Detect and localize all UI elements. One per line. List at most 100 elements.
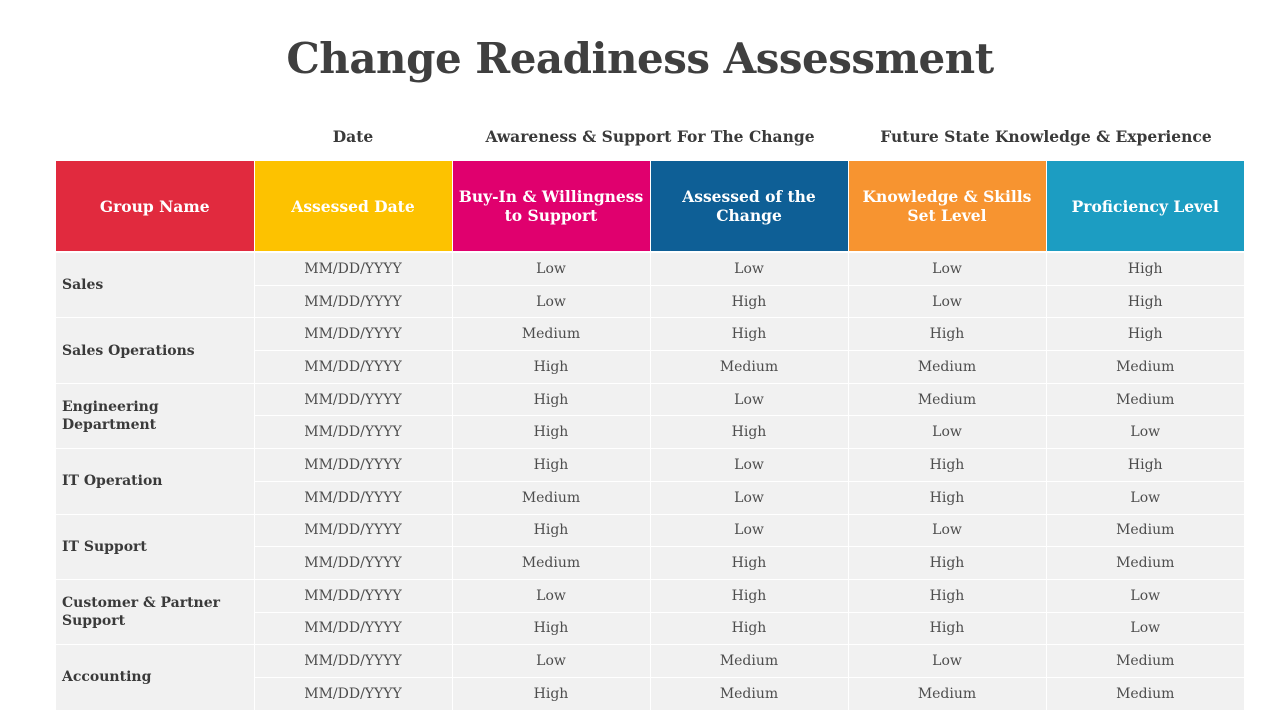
date-cell: MM/DD/YYYY <box>254 383 453 417</box>
table-row: MM/DD/YYYY Medium Low High Low <box>56 481 1244 515</box>
date-cell: MM/DD/YYYY <box>254 644 453 678</box>
rating-cell: High <box>452 677 651 711</box>
rating-cell: Medium <box>1046 546 1244 580</box>
rating-cell: High <box>1046 253 1244 286</box>
rating-cell: Low <box>650 481 849 515</box>
rating-cell: Low <box>1046 481 1244 515</box>
group-label-date: Date <box>332 127 374 146</box>
header-group-name: Group Name <box>56 161 255 251</box>
rating-cell: High <box>848 317 1047 352</box>
date-cell: MM/DD/YYYY <box>254 317 453 352</box>
table-row: Sales Operations MM/DD/YYYY Medium High High… <box>56 317 1244 384</box>
rating-cell: High <box>650 317 849 352</box>
date-cell: MM/DD/YYYY <box>254 415 453 450</box>
table-row: MM/DD/YYYY High Medium Medium Medium <box>56 677 1244 711</box>
rating-cell: Medium <box>1046 514 1244 548</box>
rating-cell: High <box>848 546 1047 580</box>
table-row: Sales MM/DD/YYYY Low Low Low High <box>56 253 1244 319</box>
rating-cell: Medium <box>452 481 651 515</box>
page-title: Change Readiness Assessment <box>286 34 994 83</box>
rating-cell: High <box>650 546 849 580</box>
date-cell: MM/DD/YYYY <box>254 546 453 580</box>
table-row: MM/DD/YYYY High High High Low <box>56 612 1244 646</box>
rating-cell: Low <box>1046 415 1244 450</box>
table-row: Engineering Department MM/DD/YYYY High Low M… <box>56 383 1244 450</box>
table-row: MM/DD/YYYY Low High Low High <box>56 285 1244 319</box>
rating-cell: Low <box>848 415 1047 450</box>
rating-cell: Low <box>1046 612 1244 646</box>
rating-cell: High <box>848 612 1047 646</box>
rating-cell: High <box>848 448 1047 482</box>
rating-cell: Low <box>650 253 849 286</box>
date-cell: MM/DD/YYYY <box>254 448 453 482</box>
rating-cell: Medium <box>848 677 1047 711</box>
rating-cell: Low <box>848 644 1047 678</box>
readiness-table: Group Name Assessed Date Buy-In & Willin… <box>56 161 1244 711</box>
rating-cell: Medium <box>1046 383 1244 417</box>
date-cell: MM/DD/YYYY <box>254 350 453 384</box>
group-name-cell: Engineering Department <box>56 383 255 450</box>
rating-cell: High <box>1046 317 1244 352</box>
rating-cell: Low <box>452 579 651 613</box>
date-cell: MM/DD/YYYY <box>254 481 453 515</box>
header-assessed-date: Assessed Date <box>254 161 453 251</box>
rating-cell: Low <box>650 383 849 417</box>
rating-cell: High <box>452 415 651 450</box>
header-row: Group Name Assessed Date Buy-In & Willin… <box>56 161 1244 251</box>
rating-cell: High <box>452 448 651 482</box>
rating-cell: High <box>452 514 651 548</box>
rating-cell: High <box>650 285 849 319</box>
rating-cell: Medium <box>650 350 849 384</box>
rating-cell: Low <box>848 514 1047 548</box>
rating-cell: High <box>1046 285 1244 319</box>
date-cell: MM/DD/YYYY <box>254 612 453 646</box>
rating-cell: Low <box>1046 579 1244 613</box>
rating-cell: Medium <box>848 383 1047 417</box>
table-row: Customer & Partner Support MM/DD/YYYY Low H… <box>56 579 1244 646</box>
rating-cell: High <box>848 481 1047 515</box>
date-cell: MM/DD/YYYY <box>254 253 453 286</box>
header-knowledge-skills: Knowledge & Skills Set Level <box>848 161 1047 251</box>
rating-cell: High <box>650 612 849 646</box>
header-proficiency: Proficiency Level <box>1046 161 1244 251</box>
rating-cell: Medium <box>452 546 651 580</box>
group-name-cell: Sales Operations <box>56 317 255 384</box>
date-cell: MM/DD/YYYY <box>254 677 453 711</box>
group-name-cell: IT Operation <box>56 448 255 515</box>
group-name-cell: Customer & Partner Support <box>56 579 255 646</box>
rating-cell: Medium <box>650 677 849 711</box>
table-row: IT Support MM/DD/YYYY High Low Low Medium <box>56 514 1244 580</box>
rating-cell: Medium <box>1046 644 1244 678</box>
rating-cell: High <box>650 579 849 613</box>
group-label-future: Future State Knowledge & Experience <box>880 127 1212 146</box>
group-name-cell: Accounting <box>56 644 255 711</box>
table-row: MM/DD/YYYY Medium High High Medium <box>56 546 1244 580</box>
rating-cell: High <box>650 415 849 450</box>
table-row: MM/DD/YYYY High High Low Low <box>56 415 1244 450</box>
rating-cell: Low <box>848 253 1047 286</box>
rating-cell: High <box>452 383 651 417</box>
table-row: IT Operation MM/DD/YYYY High Low High High <box>56 448 1244 515</box>
rating-cell: Low <box>650 448 849 482</box>
rating-cell: High <box>452 612 651 646</box>
rating-cell: High <box>1046 448 1244 482</box>
rating-cell: High <box>848 579 1047 613</box>
rating-cell: Medium <box>848 350 1047 384</box>
rating-cell: Medium <box>452 317 651 352</box>
rating-cell: Medium <box>1046 677 1244 711</box>
rating-cell: Low <box>848 285 1047 319</box>
date-cell: MM/DD/YYYY <box>254 285 453 319</box>
date-cell: MM/DD/YYYY <box>254 579 453 613</box>
group-label-awareness: Awareness & Support For The Change <box>485 127 815 146</box>
header-assessed-change: Assessed of the Change <box>650 161 849 251</box>
rating-cell: Low <box>650 514 849 548</box>
rating-cell: Low <box>452 644 651 678</box>
rating-cell: Low <box>452 253 651 286</box>
rating-cell: Low <box>452 285 651 319</box>
date-cell: MM/DD/YYYY <box>254 514 453 548</box>
rating-cell: Medium <box>650 644 849 678</box>
group-name-cell: Sales <box>56 253 255 319</box>
rating-cell: Medium <box>1046 350 1244 384</box>
rating-cell: High <box>452 350 651 384</box>
group-name-cell: IT Support <box>56 514 255 580</box>
